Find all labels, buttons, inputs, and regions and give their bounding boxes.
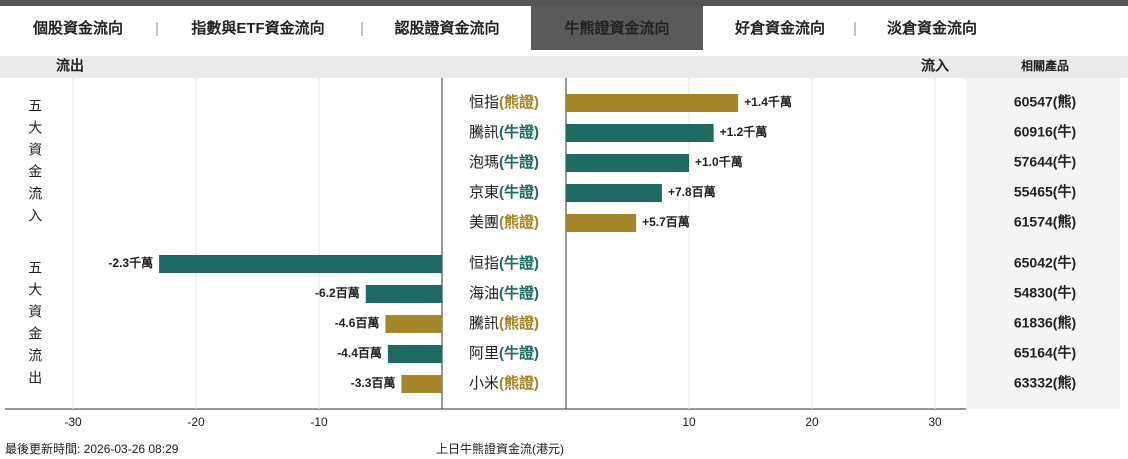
category-name: 泡瑪	[469, 154, 499, 171]
bar	[401, 375, 442, 393]
category-tag: (牛證)	[499, 183, 539, 201]
x-tick-label: 30	[928, 415, 942, 429]
category-tag: (熊證)	[499, 314, 539, 332]
category-label: 海油(牛證)	[469, 284, 539, 302]
value-label: +1.2千萬	[720, 124, 768, 139]
product-code[interactable]: 60547(熊)	[1014, 94, 1076, 110]
bar	[566, 124, 714, 142]
value-label: -3.3百萬	[351, 375, 396, 390]
value-label: +7.8百萬	[668, 184, 716, 199]
category-name: 海油	[469, 285, 499, 302]
x-tick-label: -30	[64, 415, 82, 429]
tab-label: 淡倉資金流向	[887, 19, 977, 37]
x-tick-label: -10	[310, 415, 328, 429]
value-label: -4.4百萬	[337, 345, 382, 360]
section-label: 五大資金流入	[27, 98, 43, 230]
tab-label: 個股資金流向	[32, 19, 123, 37]
tab-label: 好倉資金流向	[734, 19, 825, 37]
product-code[interactable]: 60916(牛)	[1014, 124, 1076, 140]
category-tag: (牛證)	[499, 123, 539, 141]
product-code[interactable]: 65164(牛)	[1014, 345, 1076, 361]
header-strip	[0, 56, 1128, 78]
value-label: -4.6百萬	[335, 315, 380, 330]
category-name: 騰訊	[469, 314, 499, 332]
bar	[159, 255, 442, 273]
tab-label: 指數與ETF資金流向	[191, 19, 324, 37]
bar	[385, 315, 442, 333]
x-tick-label: -20	[187, 415, 205, 429]
tab-label: 認股證資金流向	[394, 19, 499, 37]
tab[interactable]: 牛熊證資金流向	[531, 6, 703, 50]
tab[interactable]: 個股資金流向	[32, 19, 123, 37]
x-tick-label: 20	[805, 415, 819, 429]
header-products: 相關產品	[1021, 58, 1069, 73]
category-name: 恒指	[469, 94, 499, 111]
category-label: 騰訊(熊證)	[469, 314, 539, 332]
category-label: 騰訊(牛證)	[469, 123, 539, 141]
product-code[interactable]: 57644(牛)	[1014, 154, 1076, 170]
product-code[interactable]: 61574(熊)	[1014, 214, 1076, 230]
bar	[365, 285, 442, 303]
tab[interactable]: 認股證資金流向	[394, 19, 499, 37]
bar	[566, 94, 739, 112]
category-label: 阿里(牛證)	[469, 344, 539, 362]
bar	[566, 154, 689, 172]
category-tag: (牛證)	[499, 344, 539, 362]
category-label: 恒指(熊證)	[469, 93, 539, 111]
product-code[interactable]: 54830(牛)	[1014, 285, 1076, 301]
header-right: 流入	[921, 58, 949, 74]
x-tick-label: 10	[682, 415, 696, 429]
category-label: 泡瑪(牛證)	[469, 153, 539, 171]
bar	[387, 345, 442, 363]
product-code[interactable]: 63332(熊)	[1014, 375, 1076, 391]
category-name: 美團	[469, 214, 499, 231]
category-tag: (熊證)	[499, 93, 539, 111]
category-tag: (牛證)	[499, 153, 539, 171]
category-name: 恒指	[469, 255, 499, 272]
category-label: 美團(熊證)	[469, 213, 539, 231]
product-column	[966, 78, 1120, 409]
value-label: -2.3千萬	[108, 255, 153, 270]
tab[interactable]: 指數與ETF資金流向	[191, 19, 324, 37]
tab[interactable]: 好倉資金流向	[734, 19, 825, 37]
category-tag: (牛證)	[499, 254, 539, 272]
header-left: 流出	[56, 58, 84, 74]
value-label: +1.4千萬	[744, 94, 792, 109]
top-bar	[0, 0, 1128, 6]
value-label: -6.2百萬	[315, 285, 360, 300]
category-label: 小米(熊證)	[469, 374, 539, 392]
category-tag: (牛證)	[499, 284, 539, 302]
category-name: 小米	[469, 375, 499, 392]
tab[interactable]: 淡倉資金流向	[887, 19, 977, 37]
value-label: +1.0千萬	[695, 154, 743, 169]
bar	[566, 184, 662, 202]
category-name: 騰訊	[469, 123, 499, 141]
tab-active-bg	[531, 6, 703, 50]
category-label: 恒指(牛證)	[469, 254, 539, 272]
category-tag: (熊證)	[499, 213, 539, 231]
product-code[interactable]: 65042(牛)	[1014, 255, 1076, 271]
category-name: 阿里	[469, 345, 499, 362]
category-tag: (熊證)	[499, 374, 539, 392]
product-code[interactable]: 55465(牛)	[1014, 184, 1076, 200]
product-code[interactable]: 61836(熊)	[1014, 315, 1076, 331]
category-label: 京東(牛證)	[469, 183, 539, 201]
footer-updated: 最後更新時間: 2026-03-26 08:29	[5, 441, 179, 456]
bar	[566, 214, 637, 232]
section-label: 五大資金流出	[27, 260, 43, 392]
tab-label: 牛熊證資金流向	[564, 19, 669, 37]
footer-caption: 上日牛熊證資金流(港元)	[436, 441, 564, 456]
category-name: 京東	[469, 184, 499, 201]
value-label: +5.7百萬	[642, 214, 690, 229]
